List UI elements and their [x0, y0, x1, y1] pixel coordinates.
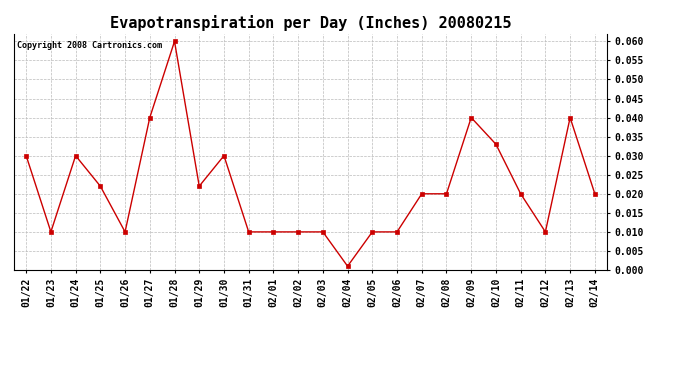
Title: Evapotranspiration per Day (Inches) 20080215: Evapotranspiration per Day (Inches) 2008…	[110, 15, 511, 31]
Text: Copyright 2008 Cartronics.com: Copyright 2008 Cartronics.com	[17, 41, 161, 50]
